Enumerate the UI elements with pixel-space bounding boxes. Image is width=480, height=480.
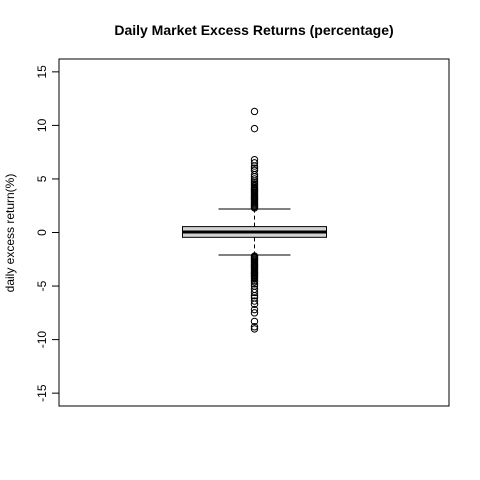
outlier-point xyxy=(250,297,259,305)
outlier-point xyxy=(250,166,259,175)
outlier-point xyxy=(250,323,259,331)
y-tick-label: 10 xyxy=(35,118,49,132)
outlier-point xyxy=(250,155,259,164)
outlier-point xyxy=(250,325,259,333)
outlier-point xyxy=(250,291,259,300)
y-tick-label: -5 xyxy=(35,280,49,291)
y-tick-label: 0 xyxy=(35,229,49,236)
outlier-point xyxy=(250,175,259,183)
y-tick-label: 15 xyxy=(35,65,49,79)
outlier-point xyxy=(250,300,259,308)
outlier-points xyxy=(250,107,259,333)
outlier-point xyxy=(250,309,259,317)
y-axis-label: daily excess return(%) xyxy=(3,174,17,293)
outlier-point xyxy=(250,159,259,167)
y-tick-label: 5 xyxy=(35,175,49,182)
outlier-point xyxy=(250,278,259,286)
outlier-point xyxy=(250,124,259,133)
outlier-point xyxy=(250,280,259,288)
chart-title: Daily Market Excess Returns (percentage) xyxy=(114,22,393,38)
y-tick-label: -10 xyxy=(35,331,49,349)
box-marks xyxy=(182,208,327,256)
y-tick-label: -15 xyxy=(35,384,49,402)
y-axis: -15 -10 -5 0 5 10 15 xyxy=(35,65,60,402)
outlier-point xyxy=(250,107,259,116)
outlier-point xyxy=(250,305,259,314)
outlier-point xyxy=(250,164,259,172)
outlier-point xyxy=(250,288,259,297)
outlier-point xyxy=(250,317,259,326)
